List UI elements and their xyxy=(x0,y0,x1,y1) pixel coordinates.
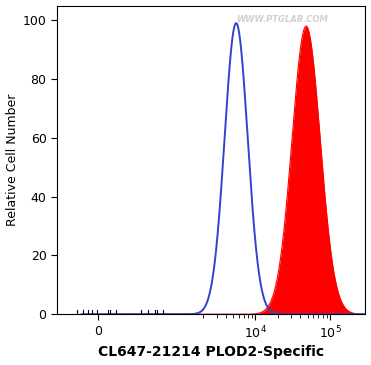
X-axis label: CL647-21214 PLOD2-Specific: CL647-21214 PLOD2-Specific xyxy=(98,345,324,360)
Text: WWW.PTGLAB.COM: WWW.PTGLAB.COM xyxy=(236,15,328,24)
Y-axis label: Relative Cell Number: Relative Cell Number xyxy=(6,94,19,226)
